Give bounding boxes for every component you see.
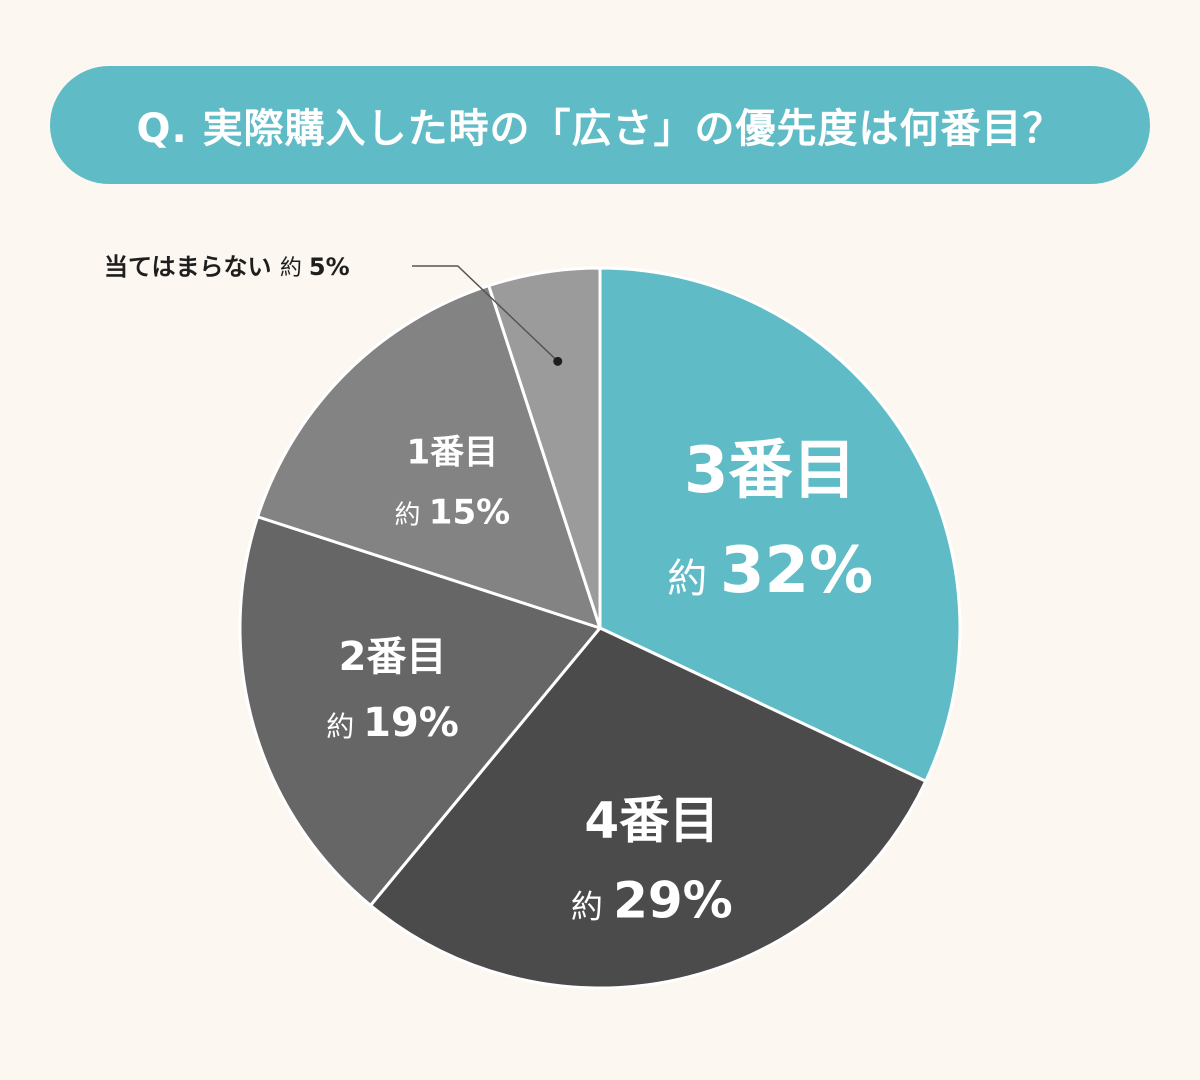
callout-leader-line (412, 265, 559, 362)
slice-percent: 約 29% (571, 871, 733, 929)
slice-label: 4番目 (584, 791, 719, 849)
pie-slice (256, 284, 602, 630)
pie-slice (598, 266, 962, 783)
callout-dot (553, 356, 563, 366)
slice-label: 1番目 (407, 433, 499, 473)
slice-percent: 約 32% (667, 534, 873, 608)
callout-label: 当てはまらない 約 5% (104, 253, 350, 281)
slice-label: 2番目 (339, 634, 447, 680)
slice-percent: 約 19% (326, 700, 459, 746)
slice-label: 3番目 (684, 434, 857, 508)
pie-slice (238, 515, 602, 907)
chart-title: Q. 実際購入した時の「広さ」の優先度は何番目？ (136, 106, 1064, 152)
title-banner: Q. 実際購入した時の「広さ」の優先度は何番目？ (50, 66, 1150, 184)
slice-percent: 約 15% (395, 493, 511, 533)
pie-slice (487, 266, 602, 630)
pie-slice (369, 626, 928, 990)
